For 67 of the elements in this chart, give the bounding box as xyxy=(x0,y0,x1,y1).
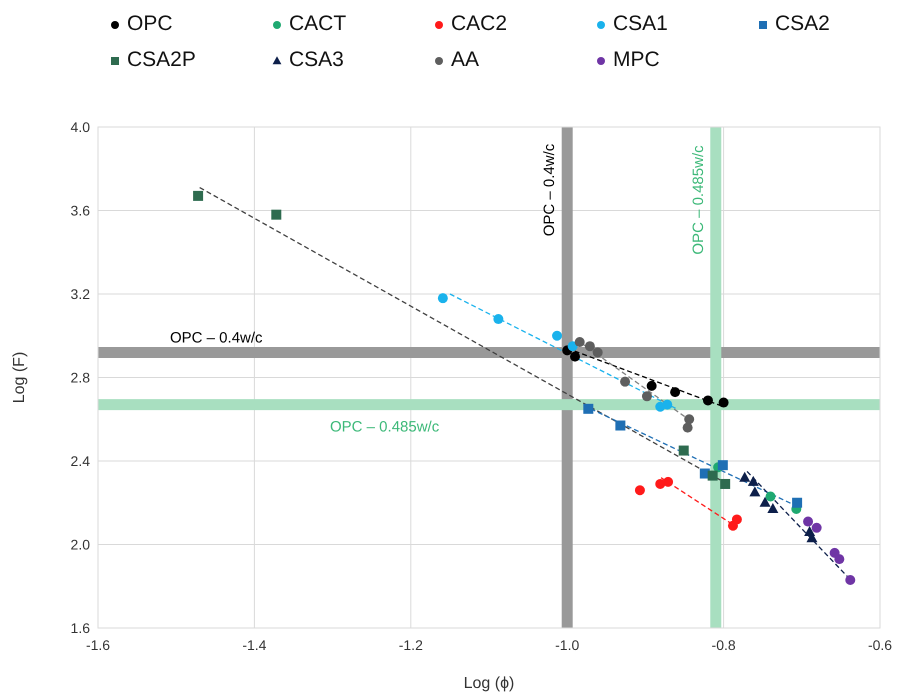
y-axis-title: Log (F) xyxy=(11,352,28,404)
legend-label: CSA3 xyxy=(289,48,344,71)
y-tick-label: 3.2 xyxy=(70,286,90,302)
y-tick-label: 3.6 xyxy=(70,202,90,218)
point xyxy=(634,485,645,496)
point xyxy=(845,574,856,585)
legend-label: CACT xyxy=(289,12,346,35)
legend-label: CAC2 xyxy=(451,12,508,35)
ref-line-label: OPC – 0.4w/c xyxy=(541,143,558,236)
ref-line-label: OPC – 0.485w/c xyxy=(330,418,440,436)
point xyxy=(271,210,282,220)
point xyxy=(760,496,771,507)
point xyxy=(646,380,657,391)
y-tick-label: 2.4 xyxy=(70,453,90,469)
point xyxy=(766,491,776,502)
point xyxy=(708,470,718,481)
point xyxy=(720,478,730,489)
point xyxy=(702,395,713,406)
point xyxy=(803,516,814,527)
point xyxy=(574,337,585,348)
point xyxy=(732,514,742,524)
point xyxy=(570,352,580,362)
y-tick-label: 2.8 xyxy=(70,370,90,386)
point xyxy=(739,472,750,482)
point xyxy=(583,404,594,414)
point xyxy=(552,330,562,341)
legend-label: CSA2 xyxy=(775,12,830,35)
x-tick-label: -0.8 xyxy=(712,637,736,653)
point xyxy=(592,347,603,358)
ref-line-label: OPC – 0.4w/c xyxy=(170,329,264,346)
legend-label: AA xyxy=(451,48,480,71)
y-tick-label: 2.0 xyxy=(70,536,90,552)
x-tick-label: -1.0 xyxy=(555,637,580,653)
point xyxy=(749,486,760,496)
legend-label: MPC xyxy=(613,48,660,71)
x-tick-label: -1.6 xyxy=(86,637,110,653)
legend-label: CSA1 xyxy=(613,12,668,35)
point xyxy=(615,420,626,431)
point xyxy=(678,446,689,456)
x-axis-title: Log (ϕ) xyxy=(464,675,514,692)
ref-line-label: OPC – 0.485w/c xyxy=(690,144,707,255)
point xyxy=(193,190,204,201)
point xyxy=(748,476,759,486)
x-tick-label: -1.4 xyxy=(242,637,267,653)
point xyxy=(584,341,595,352)
point xyxy=(568,341,578,352)
point xyxy=(642,391,652,402)
point xyxy=(662,400,672,410)
point xyxy=(663,476,674,487)
point xyxy=(812,522,822,533)
point xyxy=(493,314,504,324)
x-tick-label: -1.2 xyxy=(398,637,424,653)
legend-label: OPC xyxy=(127,12,173,35)
point xyxy=(767,503,778,514)
point xyxy=(718,398,729,408)
y-tick-label: 1.6 xyxy=(70,620,90,636)
x-tick-label: -0.6 xyxy=(868,637,892,653)
y-tick-label: 4.0 xyxy=(70,119,90,135)
point xyxy=(670,387,680,398)
point xyxy=(718,460,728,470)
point xyxy=(682,422,693,433)
legend-label: CSA2P xyxy=(127,48,196,71)
point xyxy=(792,498,802,508)
point xyxy=(834,554,844,564)
point xyxy=(684,414,694,424)
point xyxy=(438,293,448,304)
point xyxy=(620,376,630,387)
